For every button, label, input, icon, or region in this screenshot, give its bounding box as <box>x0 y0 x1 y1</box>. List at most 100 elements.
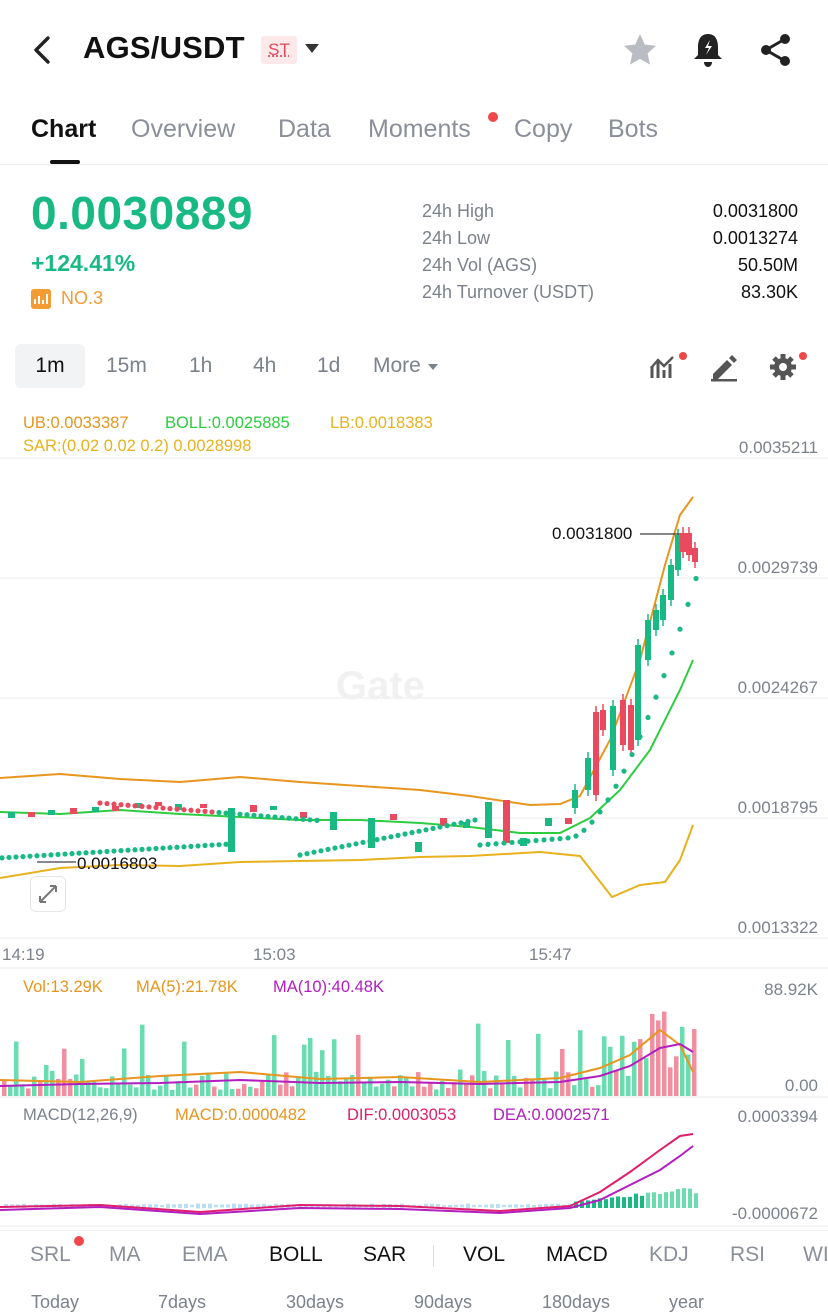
volume-bar <box>518 1087 523 1096</box>
indicator-ma[interactable]: MA <box>109 1243 141 1266</box>
sar-dot <box>533 837 539 844</box>
pair-title[interactable]: AGS/USDT <box>83 30 245 65</box>
timeframe-15m[interactable]: 15m <box>106 354 147 377</box>
x-tick: 15:47 <box>529 945 572 964</box>
sar-dot <box>6 854 12 861</box>
indicator-boll[interactable]: BOLL <box>269 1243 323 1266</box>
sar-dot <box>637 734 643 740</box>
sar-dot <box>181 807 187 813</box>
sar-dot <box>477 842 483 848</box>
sar-dot <box>216 809 222 816</box>
indicator-ema[interactable]: EMA <box>182 1243 228 1266</box>
indicator-macd[interactable]: MACD <box>546 1243 608 1266</box>
macd-bar <box>166 1203 170 1209</box>
indicator-wr[interactable]: WI <box>803 1243 828 1266</box>
volume-bar <box>38 1080 43 1096</box>
indicator-vol[interactable]: VOL <box>463 1243 506 1266</box>
macd-bar <box>592 1199 596 1208</box>
sar-dot <box>293 816 299 822</box>
settings-gear-icon[interactable] <box>768 352 798 382</box>
tab-copy[interactable]: Copy <box>514 115 573 143</box>
settings-dot <box>799 352 807 360</box>
volume-bar <box>500 1084 505 1096</box>
candle <box>668 565 674 600</box>
indicator-srl[interactable]: SRL <box>30 1243 71 1266</box>
tab-moments[interactable]: Moments <box>368 115 471 143</box>
range-90days[interactable]: 90days <box>414 1292 473 1312</box>
indicator-rsi[interactable]: RSI <box>730 1243 766 1266</box>
macd-bar <box>436 1204 440 1208</box>
macd-bar <box>604 1199 608 1208</box>
indicator-kdj[interactable]: KDJ <box>649 1243 689 1266</box>
range-year[interactable]: year <box>669 1292 705 1312</box>
range-7days[interactable]: 7days <box>158 1292 207 1312</box>
macd-bar <box>250 1204 254 1208</box>
volume-bar <box>398 1075 403 1096</box>
sar-dot <box>167 845 173 851</box>
sar-dot <box>125 847 131 853</box>
range-30days[interactable]: 30days <box>286 1292 345 1312</box>
sar-dot <box>402 831 408 837</box>
dea-label: DEA:0.0002571 <box>493 1106 610 1124</box>
volume-ma5-line <box>0 1028 694 1084</box>
expand-icon[interactable] <box>30 876 66 912</box>
candle <box>48 810 55 815</box>
macd-bar <box>652 1192 656 1208</box>
stat-label-high: 24h High <box>422 201 495 221</box>
timeframe-1d[interactable]: 1d <box>317 354 341 377</box>
draw-pen-icon[interactable] <box>709 352 739 382</box>
macd-y-max: 0.0003394 <box>737 1107 818 1126</box>
candle <box>440 818 447 826</box>
timeframe-more[interactable]: More <box>373 354 439 378</box>
volume-bar <box>74 1074 79 1096</box>
kline-chart[interactable] <box>0 400 828 1230</box>
timeframe-1m[interactable]: 1m <box>15 344 85 388</box>
tab-bots[interactable]: Bots <box>608 115 659 143</box>
volume-bar <box>572 1085 577 1096</box>
volume-bar <box>650 1013 655 1096</box>
sar-dot <box>437 824 443 830</box>
macd-bar <box>268 1204 272 1208</box>
sar-dot <box>160 805 166 811</box>
volume-bar <box>194 1084 199 1096</box>
macd-bar <box>526 1204 530 1208</box>
volume-bar <box>356 1034 361 1096</box>
candle <box>28 812 35 817</box>
tab-data[interactable]: Data <box>278 115 331 143</box>
indicator-sar[interactable]: SAR <box>363 1243 407 1266</box>
star-icon[interactable] <box>621 32 659 68</box>
timeframe-4h[interactable]: 4h <box>253 354 277 377</box>
candle <box>545 818 552 826</box>
sar-dot <box>272 814 278 820</box>
volume-bar <box>452 1082 457 1096</box>
chevron-down-icon[interactable] <box>304 42 320 56</box>
macd-bar <box>130 1204 134 1208</box>
tab-overview[interactable]: Overview <box>131 115 236 143</box>
candle <box>155 802 162 806</box>
volume-bar <box>212 1086 217 1096</box>
tab-chart[interactable]: Chart <box>31 115 97 143</box>
candle <box>330 812 337 830</box>
rank-badge[interactable]: NO.3 <box>61 288 104 308</box>
volume-bar <box>554 1071 559 1096</box>
candle <box>415 842 422 852</box>
range-180days[interactable]: 180days <box>542 1292 611 1312</box>
range-today[interactable]: Today <box>31 1292 80 1312</box>
back-icon[interactable] <box>26 30 62 70</box>
macd-bar <box>172 1204 176 1208</box>
indicator-chart-icon[interactable] <box>649 352 679 382</box>
volume-bar <box>242 1084 247 1096</box>
sar-dot <box>485 841 491 847</box>
gate-watermark: Gate <box>336 664 425 708</box>
candle <box>368 818 375 848</box>
candle <box>610 706 616 770</box>
sar-dot <box>118 848 124 854</box>
sar-dot <box>48 852 54 858</box>
alert-bell-icon[interactable] <box>690 31 726 69</box>
share-icon[interactable] <box>758 32 794 68</box>
candle <box>175 804 182 810</box>
timeframe-1h[interactable]: 1h <box>189 354 213 377</box>
volume-bar <box>326 1075 331 1096</box>
macd-bar <box>478 1204 482 1208</box>
volume-bar <box>338 1081 343 1096</box>
